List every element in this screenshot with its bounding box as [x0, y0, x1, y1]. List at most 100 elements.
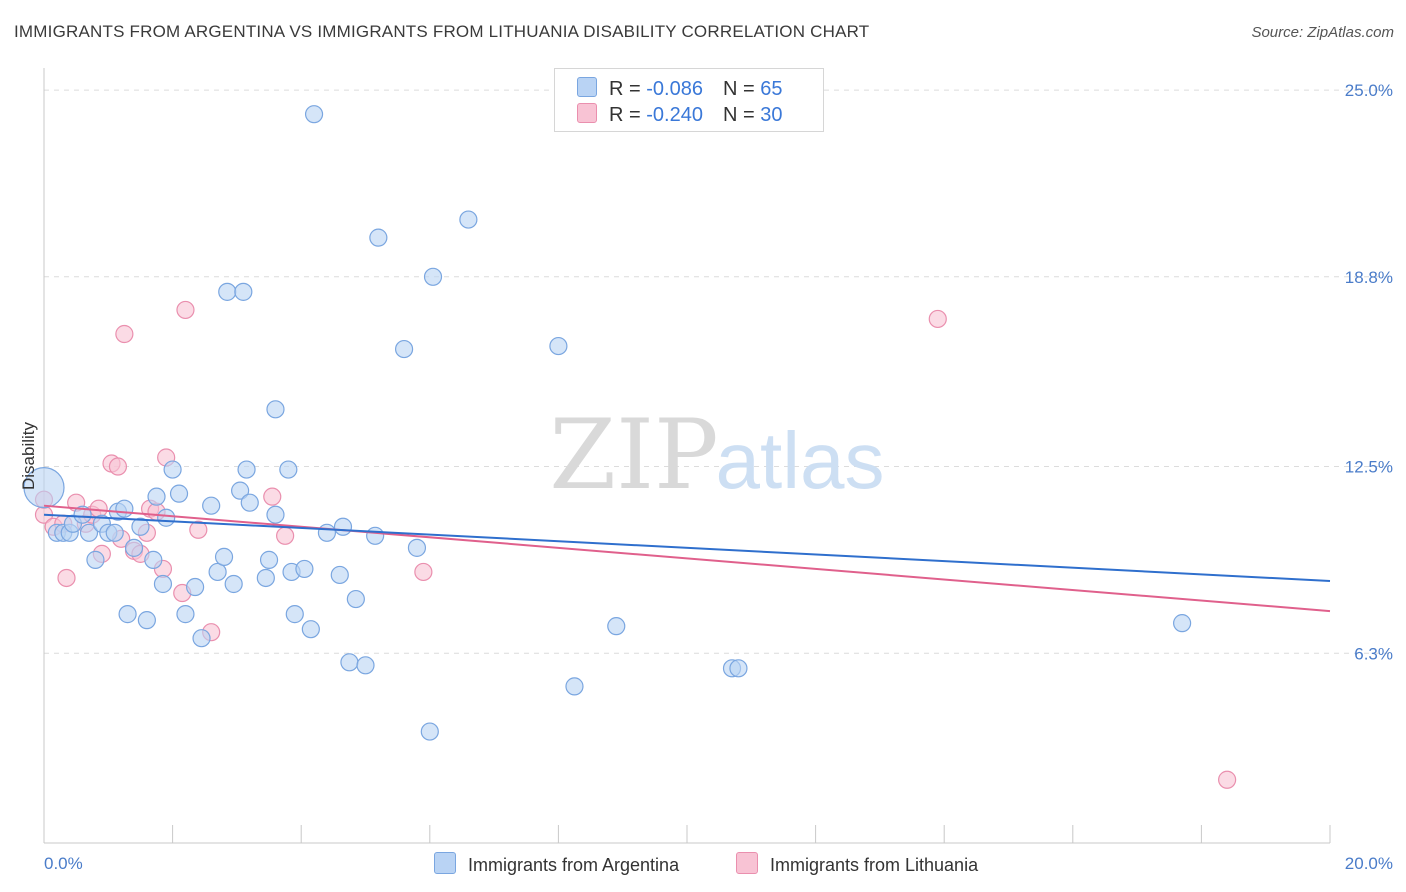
legend-n-label: N =	[722, 78, 761, 100]
argentina-point-29	[218, 282, 237, 301]
lithuania-point-28	[1218, 770, 1237, 789]
legend-row-argentina: R = -0.086 N = 65	[577, 77, 782, 103]
argentina-point-63	[1173, 614, 1192, 633]
bottom-legend-swatch-argentina	[434, 852, 456, 874]
bottom-legend-label-argentina: Immigrants from Argentina	[468, 855, 680, 875]
x-tick-label-0: 0.0%	[44, 854, 83, 873]
argentina-point-58	[549, 336, 568, 356]
axes	[43, 68, 1331, 844]
legend: R = -0.086 N = 65 R = -0.240 N = 30	[554, 68, 824, 132]
argentina-point-50	[356, 656, 375, 675]
legend-swatch-argentina	[577, 77, 597, 97]
argentina-point-31	[231, 481, 250, 500]
trend-line-lithuania	[43, 504, 1331, 613]
legend-n-value-argentina: 65	[760, 78, 783, 100]
argentina-point-7	[86, 550, 105, 569]
argentina-point-33	[237, 460, 256, 479]
legend-r-label: R =	[609, 104, 647, 126]
argentina-point-53	[394, 339, 414, 359]
argentina-point-56	[423, 267, 443, 286]
watermark: ZIP atlas	[549, 399, 884, 511]
lithuania-point-21	[176, 300, 195, 320]
x-tick-label-1: 20.0%	[1345, 854, 1393, 873]
legend-n-value-lithuania: 30	[760, 104, 783, 126]
argentina-point-36	[259, 550, 279, 569]
argentina-point-59	[565, 677, 584, 696]
argentina-point-10	[105, 523, 124, 542]
lithuania-point-27	[928, 309, 947, 329]
y-tick-label-1: 12.5%	[1345, 458, 1393, 477]
watermark-atlas: atlas	[716, 416, 885, 505]
argentina-point-42	[295, 559, 314, 579]
argentina-point-18	[147, 487, 166, 506]
argentina-point-41	[285, 605, 304, 624]
bottom-legend-argentina: Immigrants from Argentina	[434, 852, 679, 876]
argentina-point-47	[333, 517, 353, 536]
argentina-point-34	[240, 493, 259, 512]
bottom-legend-label-lithuania: Immigrants from Lithuania	[770, 855, 979, 875]
grid-lines	[44, 89, 1392, 654]
legend-r-value-argentina: -0.086	[646, 78, 703, 100]
trend-line-argentina	[43, 513, 1331, 582]
argentina-point-16	[137, 611, 156, 630]
argentina-point-24	[186, 577, 205, 597]
argentina-point-21	[163, 460, 182, 479]
lithuania-point-12	[115, 324, 134, 344]
argentina-point-48	[340, 653, 359, 672]
argentina-point-22	[169, 484, 189, 503]
chart-title: IMMIGRANTS FROM ARGENTINA VS IMMIGRANTS …	[14, 22, 870, 41]
argentina-point-46	[330, 565, 349, 585]
argentina-point-25	[192, 629, 211, 648]
argentina-point-37	[266, 505, 285, 524]
tick-labels: 6.3% 12.5% 18.8% 25.0% 0.0% 20.0%	[44, 81, 1393, 873]
argentina-point-62	[729, 659, 748, 678]
y-tick-label-3: 25.0%	[1345, 81, 1393, 100]
y-tick-label-0: 6.3%	[1354, 644, 1393, 663]
watermark-zip: ZIP	[549, 399, 718, 511]
lithuania-point-25	[276, 526, 295, 545]
lithuania-point-26	[414, 562, 433, 582]
argentina-point-55	[420, 722, 439, 741]
argentina-point-15	[131, 517, 150, 536]
argentina-point-49	[346, 589, 365, 609]
argentina-point-20	[157, 508, 176, 527]
trend-lines	[43, 504, 1331, 613]
argentina-point-52	[369, 228, 388, 247]
legend-r-value-lithuania: -0.240	[646, 104, 703, 126]
argentina-point-32	[234, 282, 253, 301]
argentina-point-44	[304, 105, 324, 124]
argentina-point-26	[202, 496, 221, 515]
lithuania-point-10	[108, 457, 128, 476]
argentina-point-23	[176, 605, 195, 624]
argentina-point-0	[23, 467, 65, 509]
lithuania-point-24	[263, 487, 282, 506]
legend-n-label: N =	[722, 104, 761, 126]
argentina-point-17	[144, 550, 163, 569]
argentina-point-57	[459, 210, 478, 229]
argentina-point-60	[607, 617, 626, 636]
argentina-point-30	[224, 574, 243, 594]
argentina-point-13	[118, 605, 137, 624]
argentina-point-28	[214, 547, 234, 566]
y-tick-label-2: 18.8%	[1345, 268, 1393, 287]
argentina-point-54	[407, 538, 427, 557]
legend-row-lithuania: R = -0.240 N = 30	[577, 103, 782, 129]
y-axis-title: Disability	[19, 421, 38, 490]
argentina-point-35	[256, 568, 275, 588]
lithuania-point-3	[57, 568, 76, 588]
argentina-point-27	[208, 562, 227, 582]
argentina-point-6	[79, 523, 99, 542]
argentina-point-38	[266, 400, 285, 419]
argentina-point-51	[366, 526, 385, 545]
argentina-point-45	[317, 523, 337, 542]
argentina-point-5	[73, 505, 92, 524]
legend-r-label: R =	[609, 78, 647, 100]
argentina-point-14	[124, 538, 144, 557]
bottom-legend-swatch-lithuania	[736, 852, 758, 874]
argentina-point-43	[301, 620, 320, 639]
argentina-point-39	[279, 460, 298, 479]
argentina-point-12	[115, 499, 134, 518]
source-label: Source: ZipAtlas.com	[1251, 24, 1394, 41]
bottom-legend-lithuania: Immigrants from Lithuania	[736, 852, 978, 876]
